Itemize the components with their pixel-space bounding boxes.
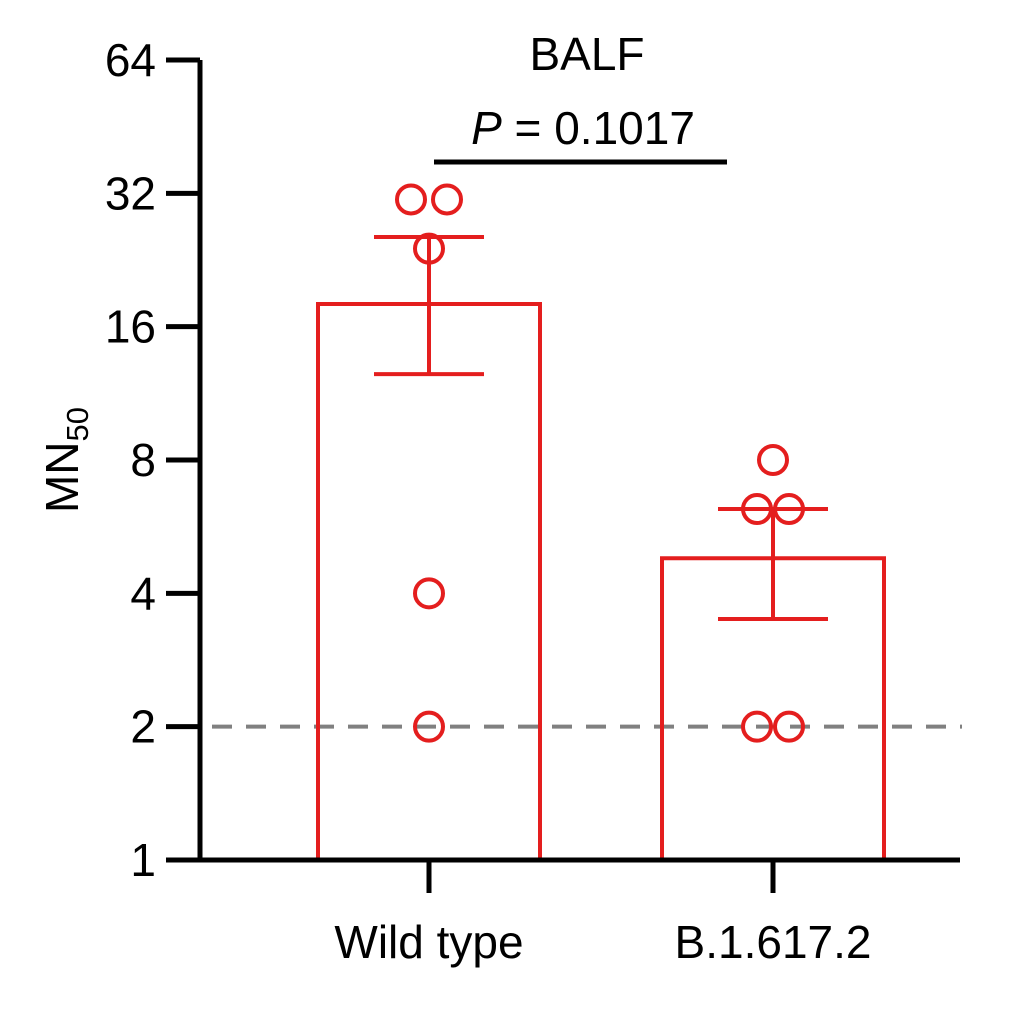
- y-axis-label: MN50: [36, 407, 95, 513]
- data-point: [395, 183, 427, 216]
- y-tick-label: 32: [105, 167, 156, 219]
- bars-layer: [316, 302, 886, 860]
- y-axis-label-subscript: 50: [60, 407, 95, 441]
- x-tick-label: B.1.617.2: [675, 916, 872, 968]
- y-tick-label: 64: [105, 34, 156, 86]
- p-symbol: P: [471, 102, 502, 154]
- axes: [197, 60, 960, 863]
- data-point: [413, 710, 445, 743]
- y-tick-label: 8: [130, 434, 156, 486]
- y-tick-label: 2: [130, 701, 156, 753]
- x-ticks: Wild type B.1.617.2: [334, 860, 871, 968]
- y-tick-label: 16: [105, 301, 156, 353]
- bar: [316, 302, 542, 860]
- data-point: [773, 493, 805, 526]
- data-point: [431, 183, 463, 216]
- x-tick-label: Wild type: [334, 916, 523, 968]
- y-ticks: 1 2 4 8 16 32 64: [105, 34, 200, 886]
- y-axis-label-main: MN: [36, 441, 88, 513]
- error-bars-layer: [374, 235, 828, 622]
- data-point: [741, 493, 773, 526]
- significance-annotation: P = 0.1017: [434, 102, 727, 165]
- points-layer: [395, 183, 805, 743]
- data-point: [741, 710, 773, 743]
- p-value-text: = 0.1017: [502, 102, 695, 154]
- data-point: [413, 577, 445, 610]
- data-point: [773, 710, 805, 743]
- data-point: [413, 232, 445, 265]
- chart-title: BALF: [529, 28, 644, 80]
- y-tick-label: 4: [130, 567, 156, 619]
- data-point: [757, 444, 789, 476]
- p-value-label: P = 0.1017: [471, 102, 695, 154]
- y-tick-label: 1: [130, 834, 156, 886]
